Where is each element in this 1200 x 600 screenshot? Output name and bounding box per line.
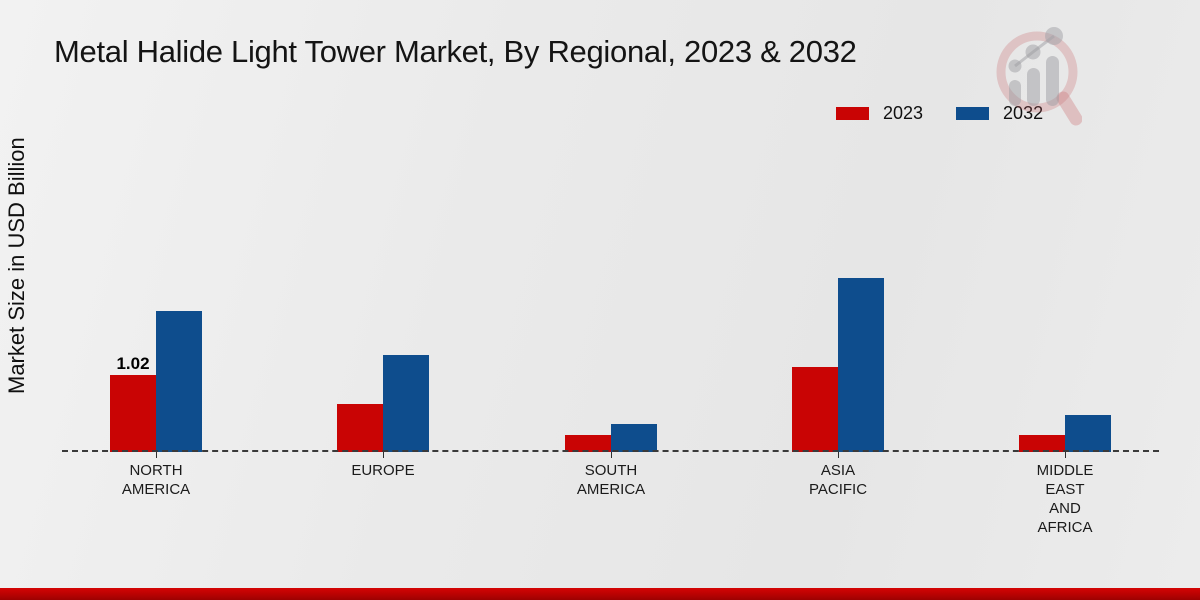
x-axis-label-line: NORTH [129,462,183,479]
bar-2023-north-america [110,374,156,452]
x-axis-label-north-america: NORTH AMERICA [86,461,226,499]
x-axis-baseline [62,450,1159,452]
x-axis-label-line: SOUTH [584,462,638,479]
x-axis-tick-asia-pacific [838,452,839,458]
x-axis-label-line: AFRICA [1037,519,1093,536]
x-axis-tick-europe [383,452,384,458]
x-axis-label-line: PACIFIC [808,481,868,498]
bar-2032-south-america [611,424,657,452]
x-axis-label-middle-east-and-africa: MIDDLE EAST AND AFRICA [995,461,1135,537]
bar-2023-south-america [565,434,611,452]
x-axis-label-line: ASIA [820,462,856,479]
bar-2032-north-america [156,310,202,452]
x-axis-label-south-america: SOUTH AMERICA [541,461,681,499]
legend-item-2032: 2032 [956,103,1043,124]
legend-swatch-2032-icon [956,107,990,120]
x-axis-label-line: EUROPE [351,462,415,479]
x-axis-tick-north-america [156,452,157,458]
x-axis-label-line: MIDDLE [1036,462,1094,479]
magnifier-growth-chart-logo-icon [996,27,1082,126]
bar-2023-asia-pacific [792,367,838,452]
bar-2023-middle-east-and-africa [1019,434,1065,452]
x-axis-tick-south-america [611,452,612,458]
legend-item-2023: 2023 [836,103,923,124]
bottom-red-strip [0,588,1200,600]
x-axis-label-line: AND [1049,500,1081,517]
legend-label-2023: 2023 [883,103,924,123]
x-axis-label-line: EAST [1045,481,1085,498]
legend-swatch-2023-icon [836,107,869,120]
chart-title: Metal Halide Light Tower Market, By Regi… [54,34,857,69]
bar-value-label: 1.02 [116,353,150,373]
bar-2023-europe [337,404,383,452]
x-axis-label-line: AMERICA [576,481,646,498]
legend: 2023 2032 [836,103,1043,124]
x-axis-tick-middle-east-and-africa [1065,452,1066,458]
bar-2032-europe [383,355,429,452]
x-axis-label-europe: EUROPE [313,461,453,480]
bar-2032-asia-pacific [838,278,884,452]
x-axis-label-line: AMERICA [121,481,191,498]
x-axis-label-asia-pacific: ASIA PACIFIC [768,461,908,499]
bar-2032-middle-east-and-africa [1065,415,1111,452]
legend-label-2032: 2032 [1003,103,1044,123]
